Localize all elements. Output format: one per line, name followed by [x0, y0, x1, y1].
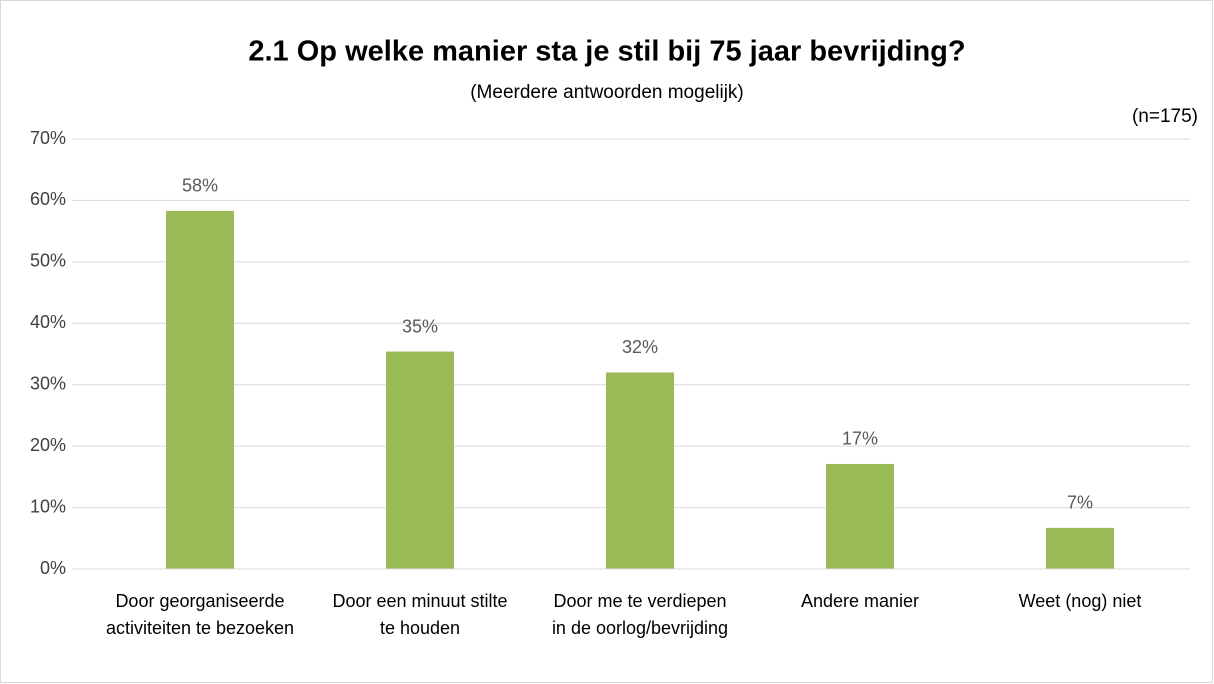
x-tick-label: Door een minuut stilte te houden — [332, 591, 507, 638]
data-label: 58% — [182, 176, 218, 196]
y-tick-label: 30% — [30, 373, 66, 393]
y-tick-label: 60% — [30, 189, 66, 209]
sample-size: (n=175) — [1132, 106, 1198, 127]
y-tick-label: 0% — [40, 558, 66, 578]
data-label: 32% — [622, 337, 658, 357]
y-tick-label: 10% — [30, 496, 66, 516]
x-tick-label: Door me te verdiepen in de oorlog/bevrijd… — [552, 591, 728, 638]
bar — [166, 210, 234, 569]
y-tick-label: 20% — [30, 435, 66, 455]
chart-subtitle: (Meerdere antwoorden mogelijk) — [470, 82, 744, 103]
data-label: 17% — [842, 429, 878, 449]
data-label: 35% — [402, 316, 438, 336]
y-tick-label: 40% — [30, 312, 66, 332]
x-tick-label: Door georganiseerde activiteiten te bezoe… — [106, 591, 294, 638]
bar — [606, 372, 674, 569]
bar — [1046, 527, 1114, 569]
y-tick-label: 50% — [30, 251, 66, 271]
bar — [826, 463, 894, 569]
x-tick-label: Andere manier — [801, 591, 919, 611]
chart-title: 2.1 Op welke manier sta je stil bij 75 j… — [248, 36, 965, 68]
y-tick-label: 70% — [30, 128, 66, 148]
data-label: 7% — [1067, 493, 1093, 513]
bar — [386, 351, 454, 569]
x-tick-label: Weet (nog) niet — [1019, 591, 1142, 611]
